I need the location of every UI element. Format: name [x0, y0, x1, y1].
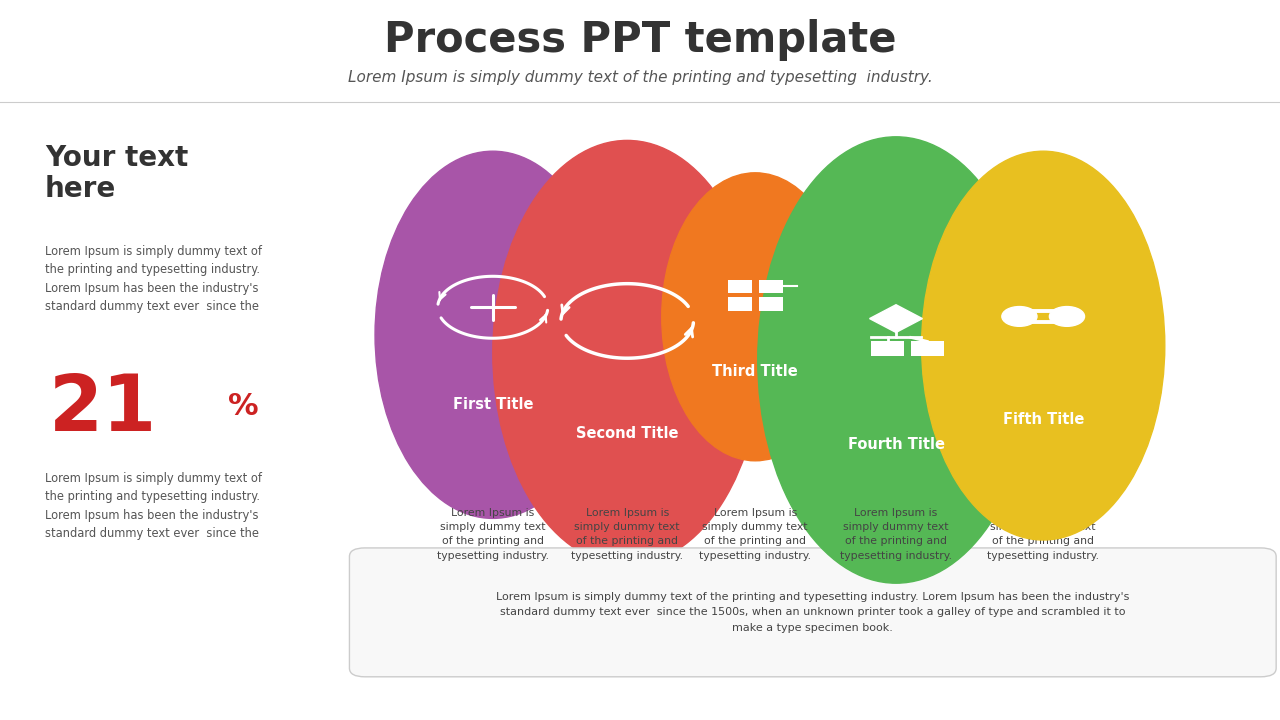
Text: Lorem Ipsum is simply dummy text of
the printing and typesetting industry.
Lorem: Lorem Ipsum is simply dummy text of the …	[45, 472, 262, 540]
Text: Lorem Ipsum is
simply dummy text
of the printing and
typesetting industry.: Lorem Ipsum is simply dummy text of the …	[699, 508, 812, 561]
Text: Process PPT template: Process PPT template	[384, 19, 896, 60]
FancyBboxPatch shape	[759, 297, 782, 310]
Ellipse shape	[922, 151, 1165, 540]
FancyBboxPatch shape	[911, 341, 943, 356]
FancyBboxPatch shape	[759, 280, 782, 293]
FancyBboxPatch shape	[349, 548, 1276, 677]
Text: Lorem Ipsum is simply dummy text of the printing and typesetting  industry.: Lorem Ipsum is simply dummy text of the …	[348, 70, 932, 84]
Text: 21: 21	[49, 371, 157, 447]
Text: Lorem Ipsum is
simply dummy text
of the printing and
typesetting industry.: Lorem Ipsum is simply dummy text of the …	[571, 508, 684, 561]
Ellipse shape	[493, 140, 762, 565]
Text: Third Title: Third Title	[713, 364, 797, 379]
Text: Lorem Ipsum is simply dummy text of the printing and typesetting industry. Lorem: Lorem Ipsum is simply dummy text of the …	[497, 592, 1129, 633]
FancyBboxPatch shape	[728, 280, 751, 293]
Circle shape	[1050, 307, 1084, 326]
FancyBboxPatch shape	[728, 297, 751, 310]
Text: Lorem Ipsum is
simply dummy text
of the printing and
typesetting industry.: Lorem Ipsum is simply dummy text of the …	[436, 508, 549, 561]
Ellipse shape	[662, 173, 849, 461]
Text: Lorem Ipsum is
simply dummy text
of the printing and
typesetting industry.: Lorem Ipsum is simply dummy text of the …	[840, 508, 952, 561]
Circle shape	[1002, 307, 1037, 326]
Text: Fourth Title: Fourth Title	[847, 437, 945, 452]
Text: Second Title: Second Title	[576, 426, 678, 441]
Text: Lorem Ipsum is simply dummy text of
the printing and typesetting industry.
Lorem: Lorem Ipsum is simply dummy text of the …	[45, 245, 262, 313]
Text: First Title: First Title	[453, 397, 532, 412]
Text: Your text
here: Your text here	[45, 144, 188, 203]
Ellipse shape	[758, 137, 1034, 583]
Polygon shape	[869, 305, 923, 333]
Text: %: %	[228, 392, 259, 421]
Ellipse shape	[375, 151, 611, 518]
Text: Lorem Ipsum is
simply dummy text
of the printing and
typesetting industry.: Lorem Ipsum is simply dummy text of the …	[987, 508, 1100, 561]
Text: Fifth Title: Fifth Title	[1002, 412, 1084, 427]
FancyBboxPatch shape	[872, 341, 904, 356]
